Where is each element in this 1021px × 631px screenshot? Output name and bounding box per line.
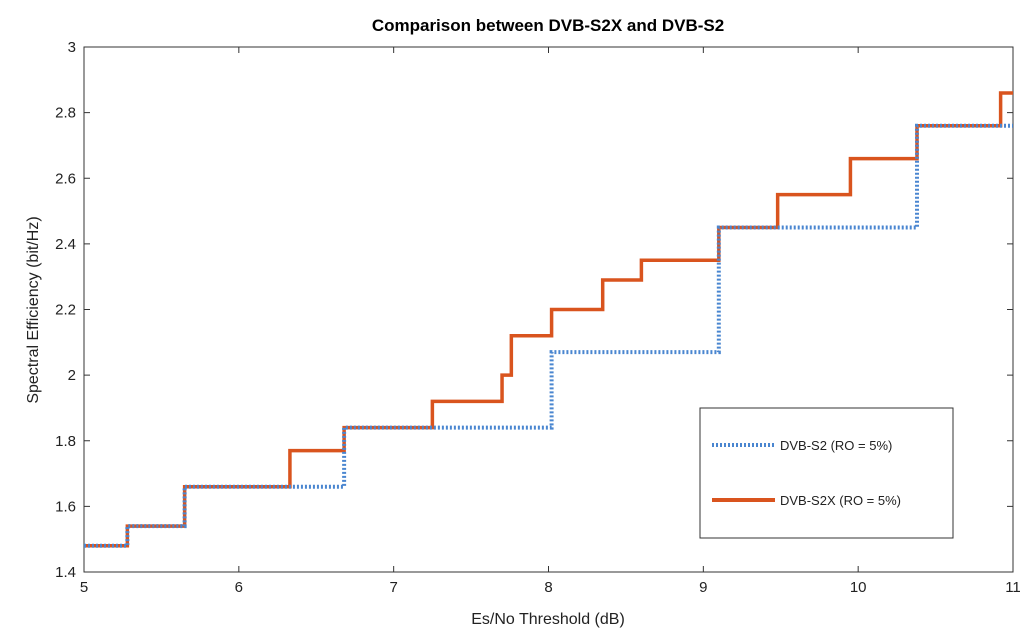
- x-tick-label: 6: [235, 579, 243, 596]
- y-tick-label: 1.8: [55, 433, 76, 450]
- y-tick-label: 2.8: [55, 105, 76, 122]
- x-tick-label: 9: [699, 579, 707, 596]
- y-tick-label: 1.6: [55, 498, 76, 515]
- x-ticks: 5 6 7 8 9 10 11: [80, 47, 1021, 596]
- series-line-dvb-s2x: [84, 91, 1013, 548]
- x-tick-label: 7: [389, 579, 397, 596]
- x-tick-label: 5: [80, 579, 88, 596]
- y-tick-label: 1.4: [55, 564, 76, 581]
- y-axis-label: Spectral Efficiency (bit/Hz): [25, 216, 42, 403]
- x-tick-label: 8: [544, 579, 552, 596]
- y-ticks: 1.4 1.6 1.8 2 2.2 2.4 2.6 2.8 3: [55, 39, 1013, 581]
- y-tick-label: 2.2: [55, 302, 76, 319]
- legend-label-dvb-s2x: DVB-S2X (RO = 5%): [780, 493, 901, 508]
- y-tick-label: 2: [68, 367, 76, 384]
- legend: DVB-S2 (RO = 5%) DVB-S2X (RO = 5%): [699, 407, 954, 539]
- legend-box: [699, 407, 954, 539]
- series-line-dvb-s2: [84, 123, 1013, 548]
- x-axis-label: Es/No Threshold (dB): [471, 611, 625, 628]
- x-tick-label: 10: [850, 579, 867, 596]
- series-group: [84, 91, 1013, 548]
- y-tick-label: 2.4: [55, 236, 76, 253]
- y-tick-label: 2.6: [55, 170, 76, 187]
- y-tick-label: 3: [68, 39, 76, 56]
- x-tick-label: 11: [1005, 579, 1021, 596]
- legend-label-dvb-s2: DVB-S2 (RO = 5%): [780, 438, 892, 453]
- chart-title: Comparison between DVB-S2X and DVB-S2: [372, 16, 724, 35]
